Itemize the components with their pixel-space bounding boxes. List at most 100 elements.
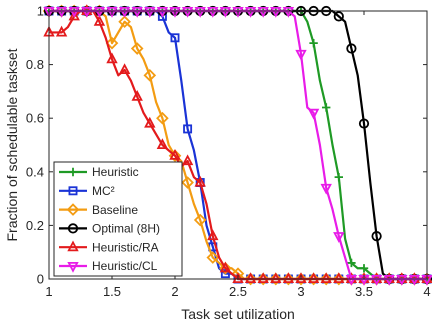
data-point <box>307 272 320 284</box>
data-point <box>219 261 232 273</box>
x-tick-label: 2.5 <box>229 284 247 299</box>
data-point <box>130 42 144 55</box>
data-point <box>396 274 408 286</box>
data-point <box>169 6 181 18</box>
legend-entry: Baseline <box>59 203 138 217</box>
data-point <box>68 9 80 21</box>
data-point <box>295 49 307 61</box>
data-point <box>307 108 320 120</box>
data-point <box>294 272 308 286</box>
data-point <box>383 274 395 286</box>
data-point <box>232 272 244 284</box>
data-point <box>257 6 269 18</box>
data-point <box>156 6 169 18</box>
data-point <box>55 25 68 37</box>
legend-label: Optimal (8H) <box>92 222 160 236</box>
data-point <box>219 6 232 18</box>
data-point <box>333 272 345 284</box>
data-point <box>68 167 78 177</box>
y-tick-label: 0 <box>37 272 44 287</box>
data-point <box>144 6 156 18</box>
data-point <box>358 118 370 129</box>
legend-box <box>53 161 183 277</box>
data-point <box>194 175 206 187</box>
legend-label: Heuristic <box>92 165 139 179</box>
data-point <box>157 11 167 21</box>
legend-entry: MC² <box>59 184 115 198</box>
data-point <box>320 183 332 195</box>
data-point <box>131 6 143 18</box>
data-point <box>193 213 207 227</box>
legend-label: Heuristic/CL <box>92 259 158 273</box>
data-point <box>43 6 55 18</box>
data-point <box>333 11 344 22</box>
data-point <box>67 261 79 273</box>
legend-label: MC² <box>92 184 115 198</box>
data-point <box>346 43 357 54</box>
x-axis-title: Task set utilization <box>181 306 295 322</box>
y-axis-title: Fraction of schedulable taskset <box>4 48 20 241</box>
data-point <box>131 89 143 101</box>
data-point <box>359 264 369 273</box>
data-point <box>307 272 320 286</box>
data-point <box>370 274 383 286</box>
data-point <box>282 6 295 18</box>
y-axis: 0 0.2 0.4 0.6 0.8 1 <box>26 4 427 287</box>
x-tick-label: 4 <box>423 284 430 299</box>
data-point <box>320 272 332 284</box>
data-point <box>81 6 93 18</box>
data-point <box>244 6 257 18</box>
data-point <box>270 6 282 18</box>
data-point <box>106 6 118 18</box>
x-axis: 1 1.5 2 2.5 3 3.5 4 <box>45 11 431 299</box>
data-point <box>322 103 331 112</box>
data-point <box>183 124 193 134</box>
data-point <box>93 14 106 26</box>
x-tick-label: 1.5 <box>103 284 121 299</box>
data-point <box>66 203 80 216</box>
y-tick-label: 0.2 <box>26 218 44 233</box>
legend-label: Baseline <box>92 203 138 217</box>
legend-label: Heuristic/RA <box>92 240 159 254</box>
data-point <box>67 223 79 234</box>
data-point <box>269 272 283 286</box>
data-point <box>118 63 131 75</box>
data-point <box>207 229 219 241</box>
x-tick-label: 2 <box>171 284 178 299</box>
data-point <box>219 261 232 275</box>
data-point <box>170 33 180 43</box>
y-tick-label: 0.6 <box>26 111 44 126</box>
data-point <box>68 6 80 18</box>
data-point <box>67 240 79 252</box>
data-point <box>118 15 131 29</box>
data-point <box>257 272 269 284</box>
data-point <box>295 272 307 284</box>
data-point <box>144 116 156 128</box>
data-point <box>244 272 257 286</box>
data-point <box>143 69 157 82</box>
data-point <box>194 6 206 18</box>
data-point <box>256 272 270 286</box>
legend-entry: Optimal (8H) <box>59 222 160 236</box>
legend-entry: Heuristic/RA <box>59 240 159 254</box>
data-point <box>309 38 318 48</box>
data-point <box>118 6 131 18</box>
data-point <box>333 232 345 243</box>
legend: Heuristic MC² Baseline Optimal (8H) Heuristi… <box>53 161 183 277</box>
data-point <box>181 6 194 18</box>
data-point <box>244 272 257 284</box>
data-point <box>181 176 194 189</box>
data-point <box>220 269 230 279</box>
data-point <box>319 272 333 286</box>
data-point <box>105 36 119 50</box>
x-tick-label: 3 <box>297 284 304 299</box>
data-point <box>282 272 295 286</box>
data-point <box>93 6 106 18</box>
data-point <box>156 138 169 150</box>
x-tick-label: 3.5 <box>355 284 373 299</box>
data-point <box>207 6 219 18</box>
x-tick-label: 1 <box>45 284 52 299</box>
data-point <box>55 6 68 18</box>
y-tick-label: 1 <box>37 4 44 19</box>
data-point <box>282 272 295 284</box>
